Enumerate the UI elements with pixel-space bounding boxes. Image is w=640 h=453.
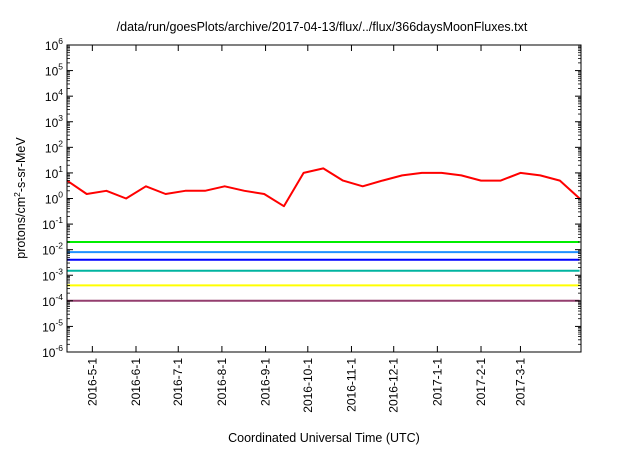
y-tick-label-base: 10 — [42, 346, 56, 360]
y-tick-label-exp: -4 — [55, 292, 63, 302]
x-tick-label: 2016-12-1 — [387, 358, 401, 413]
y-axis-title-rest: -s-sr-MeV — [14, 137, 28, 193]
y-tick-label-exp: 6 — [58, 36, 63, 46]
y-tick-label-exp: 3 — [58, 113, 63, 123]
y-tick-label: 10-5 — [42, 317, 63, 334]
y-tick-label-exp: 4 — [58, 87, 63, 97]
y-tick-label: 10-1 — [42, 215, 63, 232]
x-tick-label: 2016-11-1 — [345, 358, 359, 412]
y-tick-label: 104 — [45, 87, 63, 104]
x-tick-label: 2016-8-1 — [215, 358, 229, 406]
x-tick-label: 2017-2-1 — [474, 358, 488, 406]
y-tick-label-base: 10 — [45, 116, 59, 130]
y-axis-title: protons/cm2-s-sr-MeV — [12, 137, 28, 259]
y-tick-label-exp: -5 — [55, 317, 63, 327]
y-tick-label: 106 — [45, 36, 63, 53]
y-tick-label-base: 10 — [45, 90, 59, 104]
y-tick-label-base: 10 — [42, 320, 56, 334]
x-tick-label: 2016-7-1 — [171, 358, 185, 406]
y-tick-label-base: 10 — [42, 269, 56, 283]
chart-title: /data/run/goesPlots/archive/2017-04-13/f… — [117, 20, 528, 34]
y-axis-title-main: protons/cm — [14, 197, 28, 259]
y-tick-label-exp: 0 — [58, 190, 63, 200]
y-tick-label-base: 10 — [45, 39, 59, 53]
x-tick-label: 2016-10-1 — [301, 358, 315, 413]
y-axis: 10-610-510-410-310-210-11001011021031041… — [42, 36, 581, 360]
x-tick-label: 2017-1-1 — [430, 358, 444, 406]
y-tick-label: 10-6 — [42, 343, 63, 360]
y-tick-label-base: 10 — [45, 193, 59, 207]
series-layer — [66, 167, 581, 302]
y-tick-label-base: 10 — [42, 218, 56, 232]
y-tick-label: 10-4 — [42, 292, 63, 309]
y-tick-label: 102 — [45, 138, 63, 155]
x-tick-label: 2016-6-1 — [129, 358, 143, 406]
y-tick-label-base: 10 — [45, 65, 59, 79]
x-axis: 2016-5-1 2016-6-1 2016-7-1 2016-8-1 2016-9-1… — [85, 45, 527, 413]
plot-frame — [66, 44, 582, 353]
y-tick-label-exp: 2 — [58, 138, 63, 148]
y-tick-label: 101 — [45, 164, 63, 181]
y-tick-label: 10-3 — [42, 266, 63, 283]
x-axis-title: Coordinated Universal Time (UTC) — [228, 431, 420, 445]
y-tick-label-exp: 5 — [58, 62, 63, 72]
x-tick-label: 2016-5-1 — [85, 358, 99, 406]
y-tick-label-exp: 1 — [58, 164, 63, 174]
y-tick-label: 100 — [45, 190, 63, 207]
y-tick-label-exp: -6 — [55, 343, 63, 353]
y-tick-label-base: 10 — [42, 244, 56, 258]
y-tick-label-base: 10 — [42, 295, 56, 309]
series-line-1 — [66, 167, 581, 208]
y-tick-label-base: 10 — [45, 141, 59, 155]
y-tick-label: 10-2 — [42, 241, 63, 258]
y-axis-title-sup: 2 — [12, 192, 22, 197]
y-tick-label: 103 — [45, 113, 63, 130]
x-tick-label: 2017-3-1 — [513, 358, 527, 406]
y-tick-label-base: 10 — [45, 167, 59, 181]
y-tick-label-exp: -3 — [55, 266, 63, 276]
y-tick-label: 105 — [45, 62, 63, 79]
y-tick-label-exp: -1 — [55, 215, 63, 225]
x-tick-label: 2016-9-1 — [259, 358, 273, 406]
y-tick-label-exp: -2 — [55, 241, 63, 251]
